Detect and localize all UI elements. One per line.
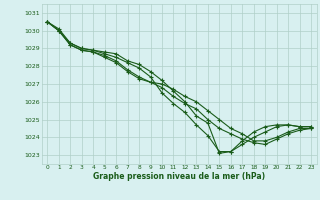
X-axis label: Graphe pression niveau de la mer (hPa): Graphe pression niveau de la mer (hPa) <box>93 172 265 181</box>
